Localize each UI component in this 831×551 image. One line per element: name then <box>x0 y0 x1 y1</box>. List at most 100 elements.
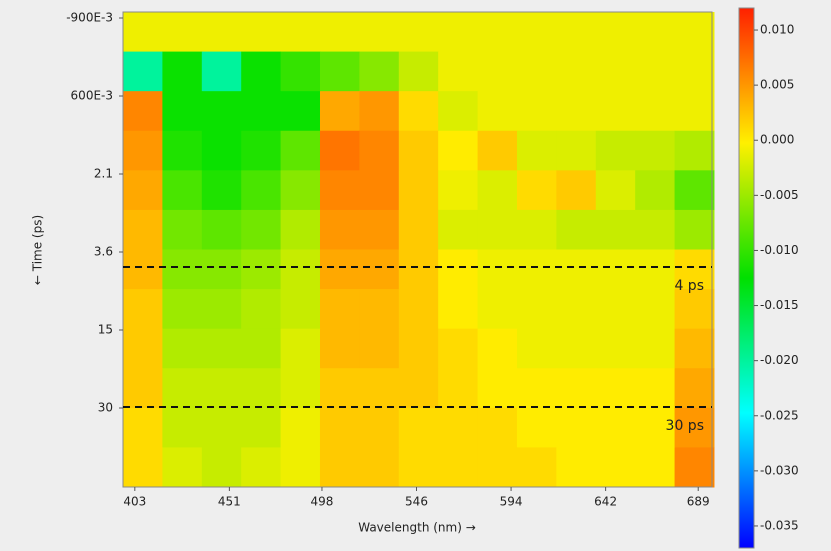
heatmap-cell <box>280 170 321 211</box>
heatmap-cell <box>319 447 360 488</box>
y-tick-label: 2.1 <box>94 167 113 181</box>
heatmap-cell <box>516 289 557 330</box>
heatmap-cell <box>123 447 163 488</box>
heatmap-cell <box>595 209 636 250</box>
heatmap-cell <box>398 209 439 250</box>
heatmap-cell <box>595 328 636 369</box>
heatmap-cell <box>516 51 557 92</box>
heatmap-cell <box>162 51 203 92</box>
heatmap-cell <box>595 368 636 409</box>
heatmap-cell <box>201 51 242 92</box>
colorbar-tick-label: 0.010 <box>760 23 794 37</box>
heatmap-cell <box>674 91 715 132</box>
heatmap-cell <box>280 368 321 409</box>
heatmap-cell <box>398 249 439 290</box>
heatmap-cell <box>635 209 676 250</box>
heatmap-cell <box>201 170 242 211</box>
heatmap-cell <box>438 328 479 369</box>
heatmap-cell <box>123 328 163 369</box>
heatmap-cell <box>556 170 597 211</box>
heatmap-cell <box>477 328 518 369</box>
heatmap-cell <box>123 407 163 448</box>
colorbar-tick-label: -0.005 <box>760 188 799 202</box>
heatmap-cell <box>674 130 715 171</box>
heatmap-cell <box>241 130 282 171</box>
heatmap-cell <box>319 328 360 369</box>
heatmap-cell <box>556 209 597 250</box>
heatmap-cell <box>241 289 282 330</box>
heatmap-cell <box>438 91 479 132</box>
heatmap-cell <box>556 91 597 132</box>
heatmap-cell <box>595 170 636 211</box>
colorbar-tick-label: -0.025 <box>760 408 799 422</box>
heatmap-cell <box>398 12 439 53</box>
heatmap-cell <box>635 130 676 171</box>
colorbar-tick-label: 0.000 <box>760 133 794 147</box>
heatmap-cell <box>201 249 242 290</box>
heatmap-cell <box>241 170 282 211</box>
heatmap-cell <box>162 91 203 132</box>
heatmap-cell <box>359 289 400 330</box>
x-tick-label: 403 <box>123 495 146 509</box>
heatmap-cell <box>280 130 321 171</box>
heatmap-cell <box>556 447 597 488</box>
heatmap-cell <box>516 368 557 409</box>
heatmap-cell <box>477 12 518 53</box>
heatmap-cell <box>635 12 676 53</box>
heatmap-cell <box>241 328 282 369</box>
heatmap-cell <box>359 170 400 211</box>
heatmap-cell <box>398 170 439 211</box>
heatmap-cell <box>635 289 676 330</box>
heatmap-cell <box>398 130 439 171</box>
heatmap-cell <box>556 12 597 53</box>
heatmap-cell <box>516 328 557 369</box>
heatmap-cell <box>398 447 439 488</box>
heatmap-cell <box>241 407 282 448</box>
heatmap-cell <box>438 170 479 211</box>
heatmap-cell <box>477 249 518 290</box>
heatmap-cell <box>674 289 715 330</box>
heatmap-cell <box>477 407 518 448</box>
heatmap-cell <box>595 12 636 53</box>
heatmap-cell <box>595 130 636 171</box>
x-tick-label: 594 <box>500 495 523 509</box>
heatmap-cell <box>595 249 636 290</box>
heatmap-cell <box>516 249 557 290</box>
heatmap-cell <box>123 170 163 211</box>
heatmap-cell <box>438 368 479 409</box>
heatmap-cell <box>477 368 518 409</box>
heatmap-cell <box>674 407 715 448</box>
colorbar-tick-label: 0.005 <box>760 78 794 92</box>
heatmap-cell <box>516 91 557 132</box>
heatmap-cell <box>123 91 163 132</box>
x-tick-label: 451 <box>218 495 241 509</box>
heatmap-cell <box>398 91 439 132</box>
heatmap-cell <box>123 12 163 53</box>
heatmap-cell <box>201 407 242 448</box>
y-tick-label: 30 <box>98 401 113 415</box>
heatmap-cell <box>280 91 321 132</box>
heatmap-cell <box>162 249 203 290</box>
heatmap-cell <box>162 368 203 409</box>
heatmap-cell <box>477 289 518 330</box>
colorbar <box>738 7 755 549</box>
heatmap-cell <box>674 51 715 92</box>
colorbar-tick-label: -0.035 <box>760 518 799 532</box>
heatmap-cell <box>162 12 203 53</box>
heatmap-cell <box>516 130 557 171</box>
heatmap-cell <box>516 170 557 211</box>
heatmap-cell <box>674 328 715 369</box>
heatmap-cell <box>241 209 282 250</box>
heatmap-cell <box>319 91 360 132</box>
y-tick-label: 3.6 <box>94 245 113 259</box>
heatmap-cell <box>595 91 636 132</box>
heatmap-cell <box>674 12 715 53</box>
heatmap-cell <box>123 51 163 92</box>
heatmap-cell <box>398 368 439 409</box>
heatmap-cell <box>319 368 360 409</box>
heatmap-cell <box>635 368 676 409</box>
y-tick-label: -900E-3 <box>66 11 113 25</box>
heatmap-cell <box>241 249 282 290</box>
